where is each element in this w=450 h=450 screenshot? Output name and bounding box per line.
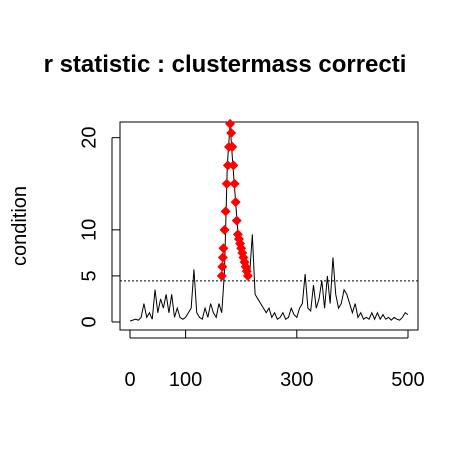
y-tick-label: 5 [78,270,100,281]
y-tick-label: 10 [78,219,100,241]
significant-point [218,243,229,254]
significant-point [222,160,233,171]
x-tick-label: 100 [169,369,202,391]
significant-point [217,252,228,263]
significant-point [227,141,238,152]
significant-point [219,224,230,235]
significant-point [229,178,240,189]
plot-box [119,121,419,331]
chart-title: r statistic : clustermass correcti [44,51,407,78]
significant-point [216,270,227,281]
significant-point [220,206,231,217]
significant-point [231,215,242,226]
significant-point [221,178,232,189]
x-tick-label: 300 [280,369,313,391]
significant-point [225,118,236,129]
significant-point [217,261,228,272]
x-tick-label: 500 [391,369,424,391]
y-tick-label: 20 [78,127,100,149]
significant-point [226,128,237,139]
significant-point [230,197,241,208]
y-axis-label: condition [9,186,31,266]
significant-point [242,270,253,281]
y-tick-label: 0 [78,316,100,327]
x-tick-label: 0 [124,369,135,391]
significant-point [228,160,239,171]
signal-line [129,123,409,322]
